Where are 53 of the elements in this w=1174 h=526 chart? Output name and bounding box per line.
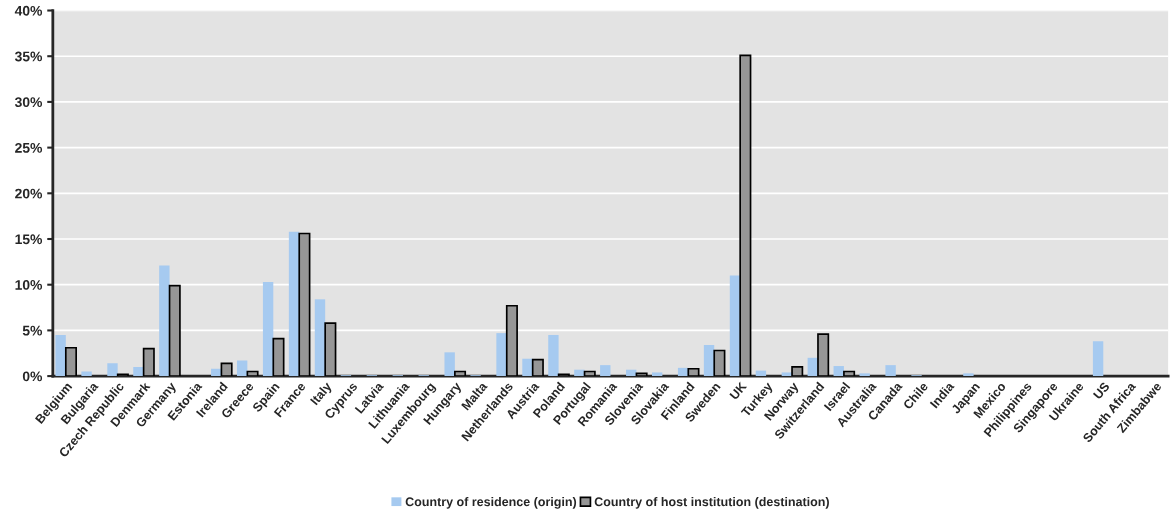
bar bbox=[600, 365, 611, 377]
bar bbox=[314, 299, 326, 377]
bar bbox=[687, 367, 700, 377]
y-tick-label: 40% bbox=[14, 5, 43, 16]
bar bbox=[781, 372, 793, 377]
legend-label: Country of residence (origin) bbox=[405, 497, 577, 509]
y-tick-label: 20% bbox=[15, 188, 43, 199]
y-tick-label: 0% bbox=[22, 371, 43, 382]
bar bbox=[107, 363, 118, 377]
bar bbox=[626, 369, 637, 377]
bar bbox=[833, 366, 844, 377]
y-tick-label: 35% bbox=[14, 51, 43, 62]
bar bbox=[454, 370, 467, 377]
bar bbox=[81, 371, 92, 377]
bar bbox=[142, 347, 155, 377]
bar bbox=[220, 362, 233, 377]
bar bbox=[574, 369, 585, 377]
bar bbox=[272, 337, 285, 377]
bar bbox=[236, 360, 248, 377]
bar bbox=[298, 232, 311, 377]
bar bbox=[522, 358, 533, 377]
bar bbox=[505, 304, 518, 377]
legend-label: Country of host institution (destination) bbox=[594, 497, 829, 509]
bar bbox=[55, 334, 66, 377]
bar bbox=[713, 349, 726, 377]
bar bbox=[159, 265, 170, 377]
bar bbox=[1092, 341, 1104, 377]
bar bbox=[739, 54, 752, 377]
bar bbox=[531, 358, 544, 377]
bar bbox=[817, 333, 830, 377]
bar bbox=[133, 366, 144, 377]
bar bbox=[444, 352, 455, 377]
bar bbox=[496, 333, 507, 377]
bar bbox=[246, 370, 259, 377]
y-tick-label: 30% bbox=[14, 97, 43, 108]
bar bbox=[211, 368, 222, 377]
bar bbox=[324, 322, 337, 377]
y-tick-label: 5% bbox=[22, 325, 43, 336]
y-tick-label: 15% bbox=[15, 234, 43, 245]
x-tick-label: US bbox=[1092, 381, 1111, 400]
bar bbox=[859, 373, 870, 377]
bar bbox=[963, 373, 974, 377]
y-tick-label: 25% bbox=[15, 142, 43, 153]
y-tick-label: 10% bbox=[15, 280, 43, 290]
bar bbox=[651, 372, 663, 377]
bar bbox=[583, 370, 596, 377]
bar bbox=[885, 365, 896, 377]
bar bbox=[64, 346, 78, 377]
bar bbox=[548, 334, 559, 377]
bar bbox=[843, 370, 856, 377]
bar bbox=[262, 281, 274, 377]
bar bbox=[168, 284, 181, 377]
bar bbox=[791, 366, 804, 377]
